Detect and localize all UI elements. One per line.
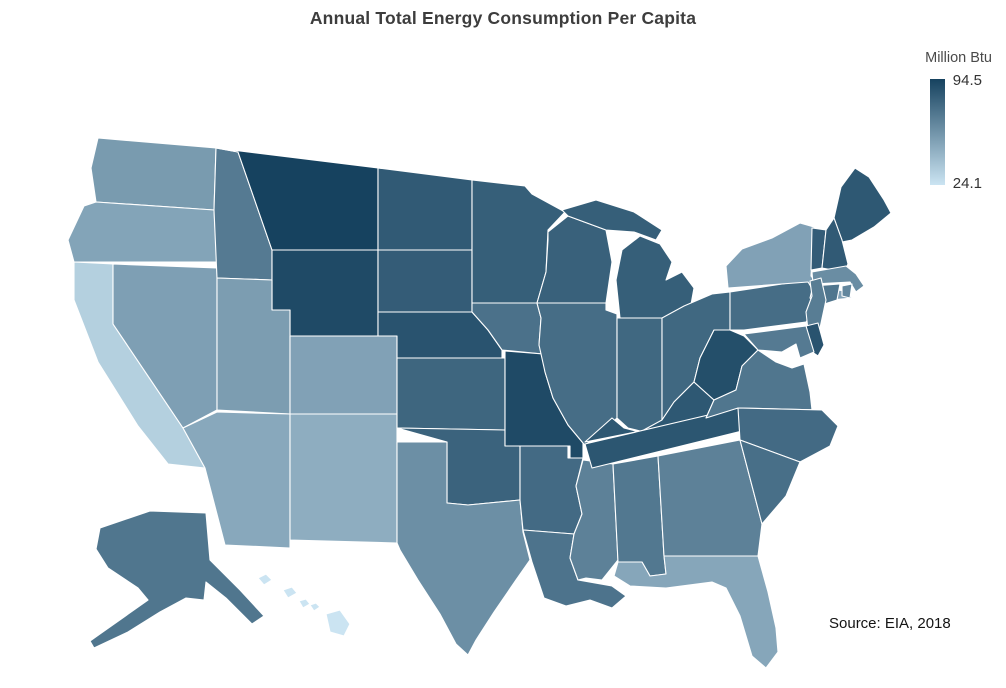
source-note: Source: EIA, 2018 — [829, 615, 951, 632]
state-fl[interactable]: Florida: 51 Million Btu — [613, 555, 779, 669]
state-nv[interactable]: Nevada: 54 Million Btu — [112, 263, 218, 429]
state-hi[interactable]: Hawaii: 24.1 Million Btu — [257, 573, 351, 637]
page-title: Annual Total Energy Consumption Per Capi… — [309, 8, 697, 28]
state-ar[interactable]: Arkansas: 77 Million Btu — [519, 445, 584, 535]
state-or[interactable]: Oregon: 52 Million Btu — [67, 201, 218, 263]
state-ks[interactable]: Kansas: 79 Million Btu — [396, 357, 506, 431]
state-az[interactable]: Arizona: 50 Million Btu — [182, 411, 291, 549]
state-co[interactable]: Colorado: 53 Million Btu — [289, 335, 398, 415]
state-ut[interactable]: Utah: 55 Million Btu — [216, 277, 291, 415]
state-al[interactable]: Alabama: 71 Million Btu — [612, 455, 667, 577]
state-sc[interactable]: South Carolina: 75 Million Btu — [739, 439, 801, 525]
legend-min-label: 24.1 — [952, 175, 982, 192]
legend: Million Btu 94.5 24.1 — [902, 50, 992, 199]
state-il[interactable]: Illinois: 76 Million Btu — [536, 302, 618, 446]
state-ak[interactable]: Alaska: 72 Million Btu — [89, 510, 265, 649]
legend-max-label: 94.5 — [952, 72, 982, 89]
state-tx[interactable]: Texas: 61 Million Btu — [396, 441, 531, 656]
state-nh[interactable]: New Hampshire: 84 Million Btu — [821, 217, 849, 273]
state-in[interactable]: Indiana: 78 Million Btu — [616, 317, 663, 433]
state-sd[interactable]: South Dakota: 83 Million Btu — [377, 249, 473, 313]
legend-unit-label: Million Btu — [925, 50, 992, 66]
state-md[interactable]: Maryland: 70 Million Btu — [743, 325, 815, 359]
legend-gradient-bar — [929, 79, 945, 185]
state-me[interactable]: Maine: 85 Million Btu — [833, 167, 892, 243]
state-ri[interactable]: Rhode Island: 65 Million Btu — [841, 283, 853, 299]
state-nd[interactable]: North Dakota: 84 Million Btu — [377, 167, 473, 251]
state-ga[interactable]: Georgia: 67 Million Btu — [657, 439, 763, 557]
state-pa[interactable]: Pennsylvania: 76 Million Btu — [729, 279, 819, 331]
state-nm[interactable]: New Mexico: 48 Million Btu — [289, 413, 398, 544]
state-wa[interactable]: Washington: 56 Million Btu — [90, 137, 217, 211]
